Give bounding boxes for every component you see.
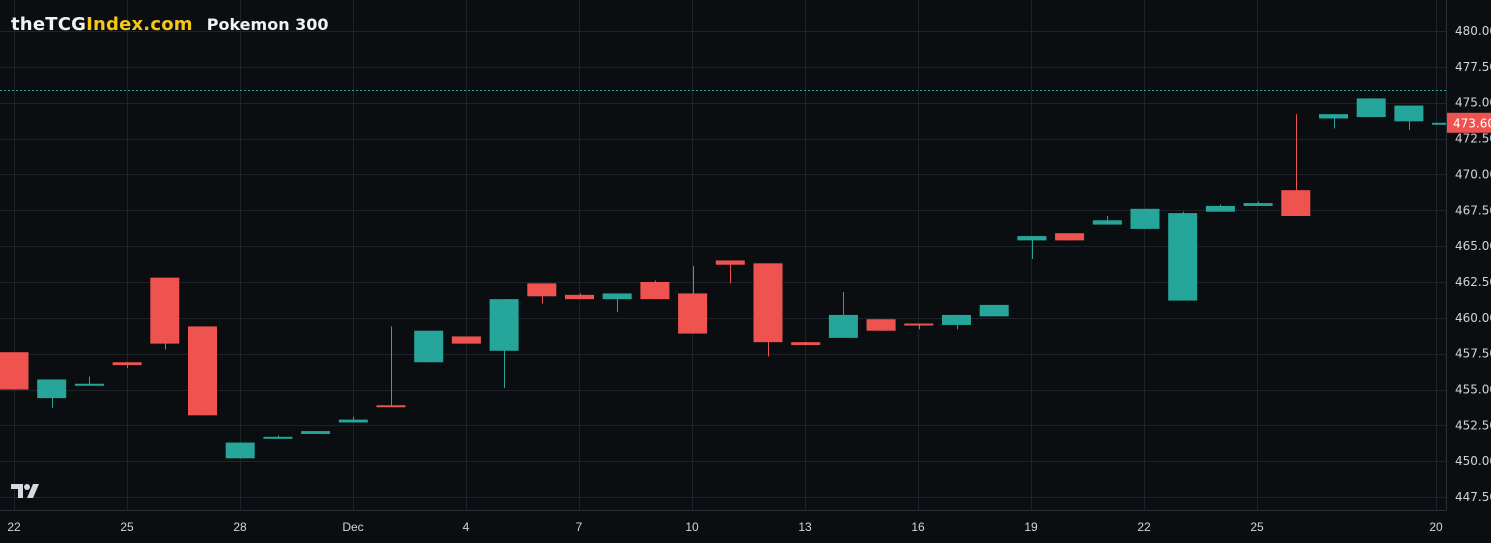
candle[interactable] bbox=[1356, 98, 1386, 118]
candle[interactable] bbox=[527, 283, 557, 304]
candle[interactable] bbox=[74, 376, 104, 386]
candle[interactable] bbox=[1281, 114, 1311, 216]
grid-lines bbox=[0, 0, 1446, 510]
price-tick-label: 447.50 bbox=[1455, 490, 1491, 504]
price-tick-label: 470.00 bbox=[1455, 167, 1491, 181]
price-tick-label: 455.00 bbox=[1455, 383, 1491, 397]
candle[interactable] bbox=[565, 293, 594, 300]
candle[interactable] bbox=[979, 304, 1009, 317]
time-tick-label: 16 bbox=[911, 520, 925, 534]
time-tick-label: 19 bbox=[1024, 520, 1038, 534]
candle[interactable] bbox=[866, 319, 896, 331]
time-tick-label: 10 bbox=[685, 520, 699, 534]
candle[interactable] bbox=[1130, 208, 1160, 229]
brand-text-yellow: Index.com bbox=[86, 14, 193, 35]
time-tick-label: 25 bbox=[1250, 520, 1264, 534]
brand-logo: theTCGIndex.com bbox=[11, 14, 193, 35]
time-tick-label: 7 bbox=[576, 520, 583, 534]
candle[interactable] bbox=[338, 416, 368, 423]
candle[interactable] bbox=[37, 379, 67, 409]
candle[interactable] bbox=[678, 266, 708, 334]
candle[interactable] bbox=[188, 326, 217, 416]
candle[interactable] bbox=[150, 277, 180, 350]
candle[interactable] bbox=[602, 293, 632, 313]
candle[interactable] bbox=[414, 330, 444, 363]
candles[interactable] bbox=[0, 98, 1462, 459]
price-tick-label: 450.00 bbox=[1455, 454, 1491, 468]
price-tick-label: 480.00 bbox=[1455, 24, 1491, 38]
candle[interactable] bbox=[1092, 215, 1122, 225]
candle[interactable] bbox=[376, 326, 406, 408]
candle[interactable] bbox=[828, 291, 858, 338]
candle[interactable] bbox=[942, 314, 971, 330]
time-tick-label: 28 bbox=[233, 520, 247, 534]
candle[interactable] bbox=[1243, 201, 1273, 206]
candle[interactable] bbox=[0, 352, 29, 390]
price-tick-label: 460.00 bbox=[1455, 311, 1491, 325]
symbol-title: Pokemon 300 bbox=[206, 15, 329, 34]
price-tick-label: 467.50 bbox=[1455, 203, 1491, 217]
candle[interactable] bbox=[451, 336, 481, 344]
candle[interactable] bbox=[1205, 204, 1235, 212]
price-tick-label: 452.50 bbox=[1455, 418, 1491, 432]
candle[interactable] bbox=[112, 362, 142, 368]
svg-text:473.60: 473.60 bbox=[1453, 116, 1491, 130]
time-tick-label: 4 bbox=[463, 520, 470, 534]
candle[interactable] bbox=[715, 260, 745, 284]
time-tick-label: 13 bbox=[798, 520, 812, 534]
candle[interactable] bbox=[301, 431, 331, 434]
candle[interactable] bbox=[753, 263, 783, 357]
candle[interactable] bbox=[225, 442, 255, 459]
price-axis[interactable]: 480.00 477.50 475.00 472.50 470.00 467.50 465.… bbox=[1455, 24, 1491, 504]
candle[interactable] bbox=[1319, 114, 1348, 129]
chart-title-bar: theTCGIndex.com Pokemon 300 bbox=[11, 14, 329, 35]
price-tick-label: 465.00 bbox=[1455, 239, 1491, 253]
candle[interactable] bbox=[791, 342, 821, 346]
brand-text-white: theTCG bbox=[11, 14, 87, 35]
candle[interactable] bbox=[489, 299, 519, 389]
time-axis[interactable]: 22 25 28 Dec 4 7 10 13 16 19 22 25 20 bbox=[7, 520, 1443, 534]
time-tick-label: 22 bbox=[7, 520, 21, 534]
price-tick-label: 462.50 bbox=[1455, 275, 1491, 289]
time-tick-label: 22 bbox=[1137, 520, 1151, 534]
candle[interactable] bbox=[640, 280, 670, 300]
time-tick-label: 20 bbox=[1429, 520, 1443, 534]
candle[interactable] bbox=[1168, 211, 1198, 301]
time-tick-label: Dec bbox=[342, 520, 363, 534]
candle[interactable] bbox=[1394, 105, 1424, 130]
price-tick-label: 457.50 bbox=[1455, 347, 1491, 361]
candle[interactable] bbox=[1055, 233, 1085, 241]
time-tick-label: 25 bbox=[120, 520, 134, 534]
price-tick-label: 477.50 bbox=[1455, 60, 1491, 74]
last-price-label: 473.60 bbox=[1447, 112, 1491, 133]
price-tick-label: 472.50 bbox=[1455, 132, 1491, 146]
candle[interactable] bbox=[263, 435, 293, 439]
candle[interactable] bbox=[1017, 236, 1047, 260]
price-tick-label: 475.00 bbox=[1455, 96, 1491, 110]
tradingview-logo-icon[interactable] bbox=[11, 482, 47, 500]
candle[interactable] bbox=[904, 323, 934, 330]
